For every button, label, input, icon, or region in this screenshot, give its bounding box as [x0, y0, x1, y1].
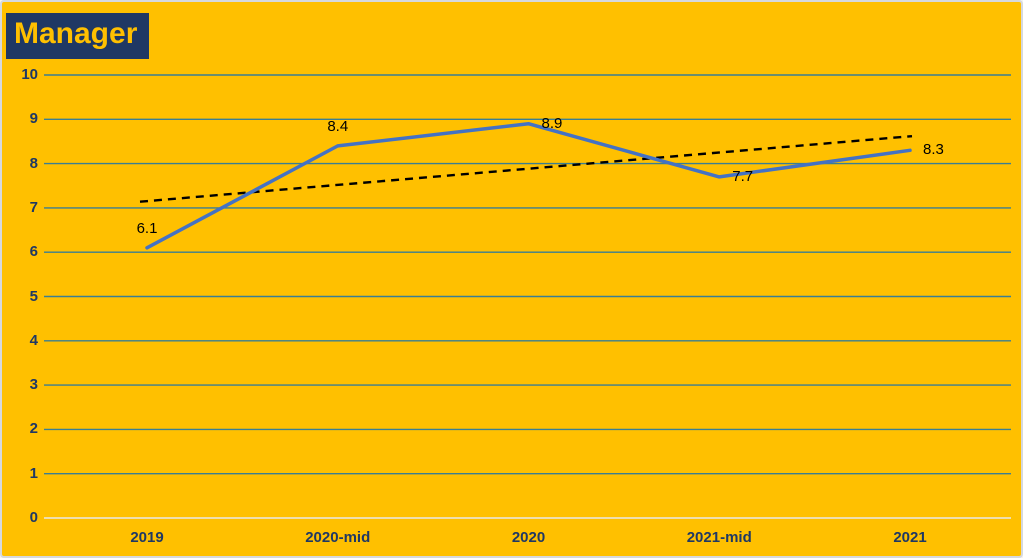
series-line	[145, 121, 912, 250]
x-tick-label: 2021	[893, 529, 927, 546]
x-tick-label: 2020	[511, 529, 546, 546]
y-tick-label: 2	[29, 420, 38, 438]
data-label: 7.7	[732, 167, 754, 185]
data-label: 8.4	[327, 117, 349, 135]
y-tick-label: 7	[29, 198, 38, 216]
data-label: 8.9	[541, 114, 563, 132]
x-tick-label: 2020-mid	[305, 529, 371, 546]
y-tick-label: 1	[29, 464, 38, 482]
chart-title-box: Manager	[6, 13, 150, 59]
y-tick-label: 6	[29, 243, 38, 261]
data-label: 6.1	[136, 219, 158, 237]
y-tick-label: 8	[29, 154, 38, 172]
y-tick-label: 3	[29, 376, 38, 394]
chart-title: Manager	[14, 17, 138, 50]
y-tick-label: 4	[29, 331, 38, 349]
x-tick-label: 2021-mid	[686, 529, 752, 546]
y-tick-label: 5	[29, 287, 38, 305]
x-tick-label: 2019	[130, 529, 164, 546]
y-tick-label: 9	[29, 110, 38, 128]
y-tick-label: 10	[21, 66, 38, 83]
trendline	[139, 134, 913, 203]
data-label: 8.3	[923, 141, 944, 159]
y-tick-label: 0	[29, 509, 38, 526]
